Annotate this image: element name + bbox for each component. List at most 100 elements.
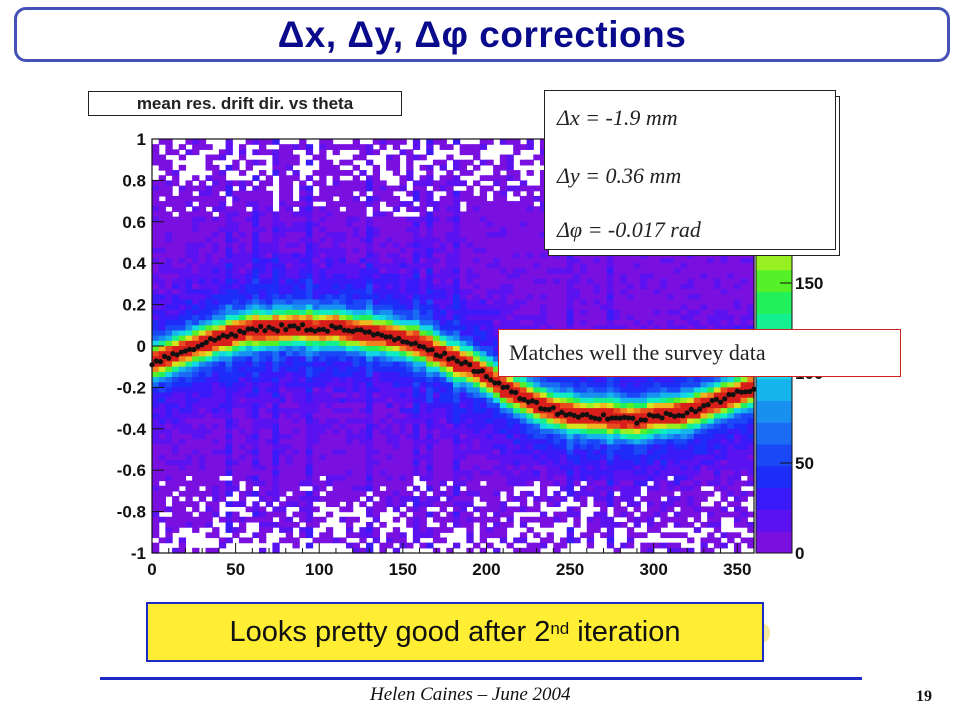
heatmap-cell: [292, 501, 300, 508]
heatmap-cell: [606, 304, 615, 311]
heatmap-cell: [352, 485, 360, 492]
heatmap-cell: [593, 258, 601, 264]
heatmap-cell: [319, 149, 327, 156]
heatmap-cell: [212, 397, 220, 404]
heatmap-cell: [332, 382, 340, 388]
heatmap-cell: [192, 480, 200, 487]
heatmap-cell: [386, 159, 394, 166]
heatmap-cell: [366, 506, 374, 513]
heatmap-cell: [486, 211, 494, 218]
heatmap-cell: [546, 309, 554, 316]
heatmap-cell: [245, 299, 253, 306]
heatmap-cell: [466, 413, 474, 420]
heatmap-cell: [392, 247, 401, 254]
heatmap-cell: [366, 263, 374, 269]
heatmap-cell: [265, 283, 273, 290]
heatmap-cell: [359, 144, 367, 150]
heatmap-cell: [305, 314, 314, 321]
heatmap-cell: [392, 516, 401, 523]
heatmap-cell: [238, 413, 247, 420]
heatmap-cell: [299, 454, 307, 461]
heatmap-cell: [372, 475, 381, 482]
heatmap-cell: [238, 149, 247, 156]
heatmap-cell: [345, 470, 354, 476]
heatmap-cell: [453, 521, 461, 528]
heatmap-cell: [392, 232, 401, 238]
heatmap-cell: [225, 294, 233, 301]
heatmap-cell: [406, 289, 414, 295]
heatmap-cell: [626, 325, 635, 332]
heatmap-cell: [345, 299, 354, 306]
heatmap-cell: [519, 387, 528, 394]
heatmap-cell: [339, 439, 347, 445]
heatmap-cell: [586, 325, 595, 332]
heatmap-cell: [359, 283, 367, 290]
heatmap-cell: [225, 149, 233, 156]
heatmap-cell: [198, 480, 207, 487]
heatmap-cell: [479, 139, 488, 145]
heatmap-cell: [325, 335, 334, 342]
heatmap-cell: [319, 242, 327, 249]
heatmap-cell: [513, 402, 521, 409]
heatmap-cell: [426, 340, 434, 347]
heatmap-cell: [580, 294, 588, 301]
heatmap-cell: [453, 387, 461, 394]
heatmap-cell: [232, 402, 240, 409]
heatmap-cell: [185, 511, 193, 518]
heatmap-cell: [466, 454, 474, 461]
heatmap-cell: [519, 252, 528, 259]
heatmap-cell: [546, 382, 554, 388]
heatmap-cell: [339, 397, 347, 404]
heatmap-cell: [466, 480, 474, 487]
heatmap-cell: [272, 361, 280, 368]
heatmap-cell: [412, 237, 421, 244]
heatmap-cell: [285, 320, 294, 326]
heatmap-cell: [626, 408, 635, 414]
heatmap-cell: [345, 159, 354, 166]
heatmap-cell: [332, 211, 340, 218]
heatmap-cell: [386, 542, 394, 549]
heatmap-cell: [526, 294, 534, 301]
heatmap-cell: [432, 444, 441, 451]
heatmap-cell: [152, 366, 160, 373]
heatmap-cell: [372, 211, 381, 218]
heatmap-cell: [526, 320, 534, 326]
heatmap-cell: [439, 294, 447, 301]
heatmap-cell: [412, 144, 421, 150]
heatmap-cell: [473, 252, 481, 259]
heatmap-cell: [192, 490, 200, 497]
heatmap-cell: [553, 423, 561, 430]
heatmap-cell: [312, 242, 320, 249]
heatmap-cell: [198, 335, 207, 342]
heatmap-cell: [158, 258, 166, 264]
heatmap-cell: [205, 511, 213, 518]
heatmap-cell: [272, 278, 280, 285]
heatmap-cell: [345, 195, 354, 202]
heatmap-cell: [392, 252, 401, 259]
heatmap-cell: [285, 377, 294, 383]
heatmap-cell: [272, 159, 280, 166]
heatmap-cell: [259, 309, 267, 316]
heatmap-cell: [493, 170, 501, 176]
heatmap-cell: [259, 537, 267, 544]
heatmap-cell: [172, 232, 180, 238]
heatmap-cell: [580, 278, 588, 285]
heatmap-cell: [399, 232, 407, 238]
heatmap-cell: [479, 335, 488, 342]
heatmap-cell: [158, 382, 166, 388]
heatmap-cell: [319, 278, 327, 285]
heatmap-cell: [192, 175, 200, 181]
heatmap-cell: [566, 325, 574, 332]
heatmap-cell: [265, 377, 273, 383]
heatmap-cell: [272, 289, 280, 295]
heatmap-cell: [546, 268, 554, 275]
heatmap-cell: [198, 232, 207, 238]
heatmap-cell: [319, 470, 327, 476]
heatmap-cell: [252, 382, 260, 388]
heatmap-cell: [212, 195, 220, 202]
heatmap-cell: [359, 304, 367, 311]
heatmap-cell: [265, 258, 273, 264]
heatmap-cell: [606, 516, 615, 523]
heatmap-cell: [406, 273, 414, 280]
heatmap-cell: [178, 304, 187, 311]
